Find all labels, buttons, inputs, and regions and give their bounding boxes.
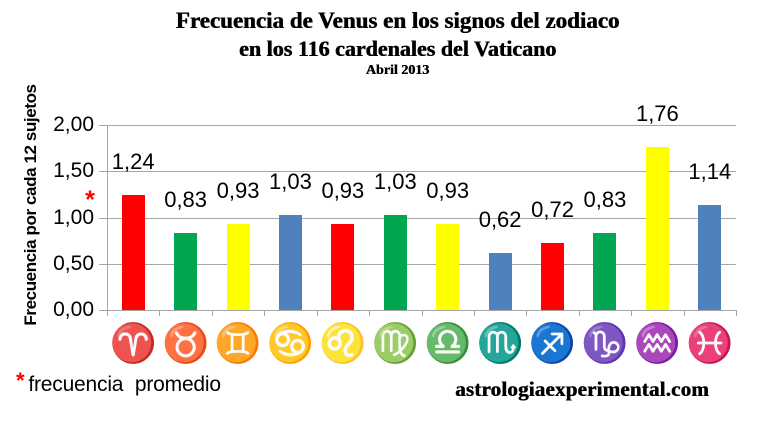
value-label-piscis: 1,14 [688, 158, 732, 184]
zodiac-symbol-sagitario-icon: ♐ [528, 323, 577, 365]
chart-title-line1: Frecuencia de Venus en los signos del zo… [175, 8, 620, 33]
value-label-libra: 0,93 [426, 177, 470, 203]
bar-escorpio [488, 252, 512, 310]
bar-leo [331, 223, 355, 310]
bar-cancer [278, 214, 302, 310]
footnote: * frecuencia promedio [16, 368, 221, 397]
x-axis-tick [369, 310, 371, 316]
zodiac-symbol-tauro-icon: ♉ [161, 323, 210, 365]
y-axis-line [107, 125, 108, 316]
value-label-geminis: 0,93 [216, 177, 260, 203]
value-label-escorpio: 0,62 [478, 206, 522, 232]
zodiac-symbol-acuario-icon: ♒ [633, 323, 682, 365]
zodiac-symbol-libra-icon: ♎ [424, 323, 472, 365]
x-axis-tick [683, 310, 685, 316]
chart-subtitle: Abril 2013 [365, 63, 430, 78]
zodiac-symbol-capricornio-icon: ♑ [581, 323, 629, 365]
value-label-virgo: 1,03 [373, 168, 417, 194]
gridline [107, 125, 736, 126]
y-tick-label: 1,00 [53, 205, 94, 229]
chart-title-line2: en los 116 cardenales del Vaticano [238, 36, 557, 61]
value-label-tauro: 0,83 [164, 187, 208, 213]
bar-tauro [174, 233, 198, 310]
x-axis-tick [631, 310, 633, 316]
value-label-aries: 1,24 [111, 149, 155, 175]
bar-capricornio [593, 233, 617, 310]
zodiac-symbol-geminis-icon: ♊ [214, 323, 262, 365]
chart-header: Frecuencia de Venus en los signos del zo… [30, 6, 765, 80]
x-axis-tick [736, 310, 737, 316]
x-axis-tick [421, 310, 423, 316]
y-tick-label: 0,00 [53, 298, 94, 321]
x-axis-tick [264, 310, 266, 316]
value-label-acuario: 1,76 [635, 101, 679, 127]
y-axis-tick [99, 125, 107, 126]
zodiac-symbol-leo-icon: ♌ [319, 323, 367, 365]
gridline [107, 263, 736, 265]
x-axis-tick [473, 310, 475, 316]
footnote-asterisk: * [16, 368, 25, 393]
bar-virgo [383, 214, 407, 310]
x-axis-tick [526, 310, 528, 316]
y-tick-label: 2,00 [53, 113, 94, 136]
x-axis-tick [578, 310, 580, 316]
x-axis-tick [107, 310, 108, 316]
value-label-sagitario: 0,72 [531, 197, 574, 223]
value-label-capricornio: 0,83 [583, 187, 627, 213]
website-credit: astrologiaexperimental.com [455, 377, 709, 401]
zodiac-symbol-escorpio-icon: ♏ [476, 323, 524, 365]
bar-libra [436, 223, 460, 310]
zodiac-symbol-cancer-icon: ♋ [266, 323, 315, 365]
gridline [107, 217, 736, 219]
bar-sagitario [541, 243, 565, 310]
x-axis-tick [211, 310, 213, 316]
bar-aries [121, 195, 145, 310]
zodiac-symbol-aries-icon: ♈ [109, 323, 157, 365]
zodiac-symbol-virgo-icon: ♍ [371, 323, 419, 365]
x-axis-tick [316, 310, 318, 316]
y-tick-label: 1,50 [53, 159, 94, 183]
bar-acuario [645, 147, 669, 310]
gridline [107, 171, 736, 173]
bar-geminis [226, 223, 250, 310]
footnote-text: frecuencia promedio [28, 373, 221, 396]
zodiac-symbol-piscis-icon: ♓ [686, 323, 734, 365]
y-tick-label: 0,50 [53, 251, 94, 275]
y-axis-tick [99, 310, 107, 311]
value-label-cancer: 1,03 [269, 168, 312, 194]
y-axis-tick [99, 263, 107, 265]
value-label-leo: 0,93 [321, 177, 365, 203]
average-frequency-marker: * [85, 185, 95, 214]
bar-piscis [698, 204, 722, 310]
y-axis-tick [99, 171, 107, 173]
y-axis-tick [99, 217, 107, 219]
x-axis-tick [159, 310, 161, 316]
